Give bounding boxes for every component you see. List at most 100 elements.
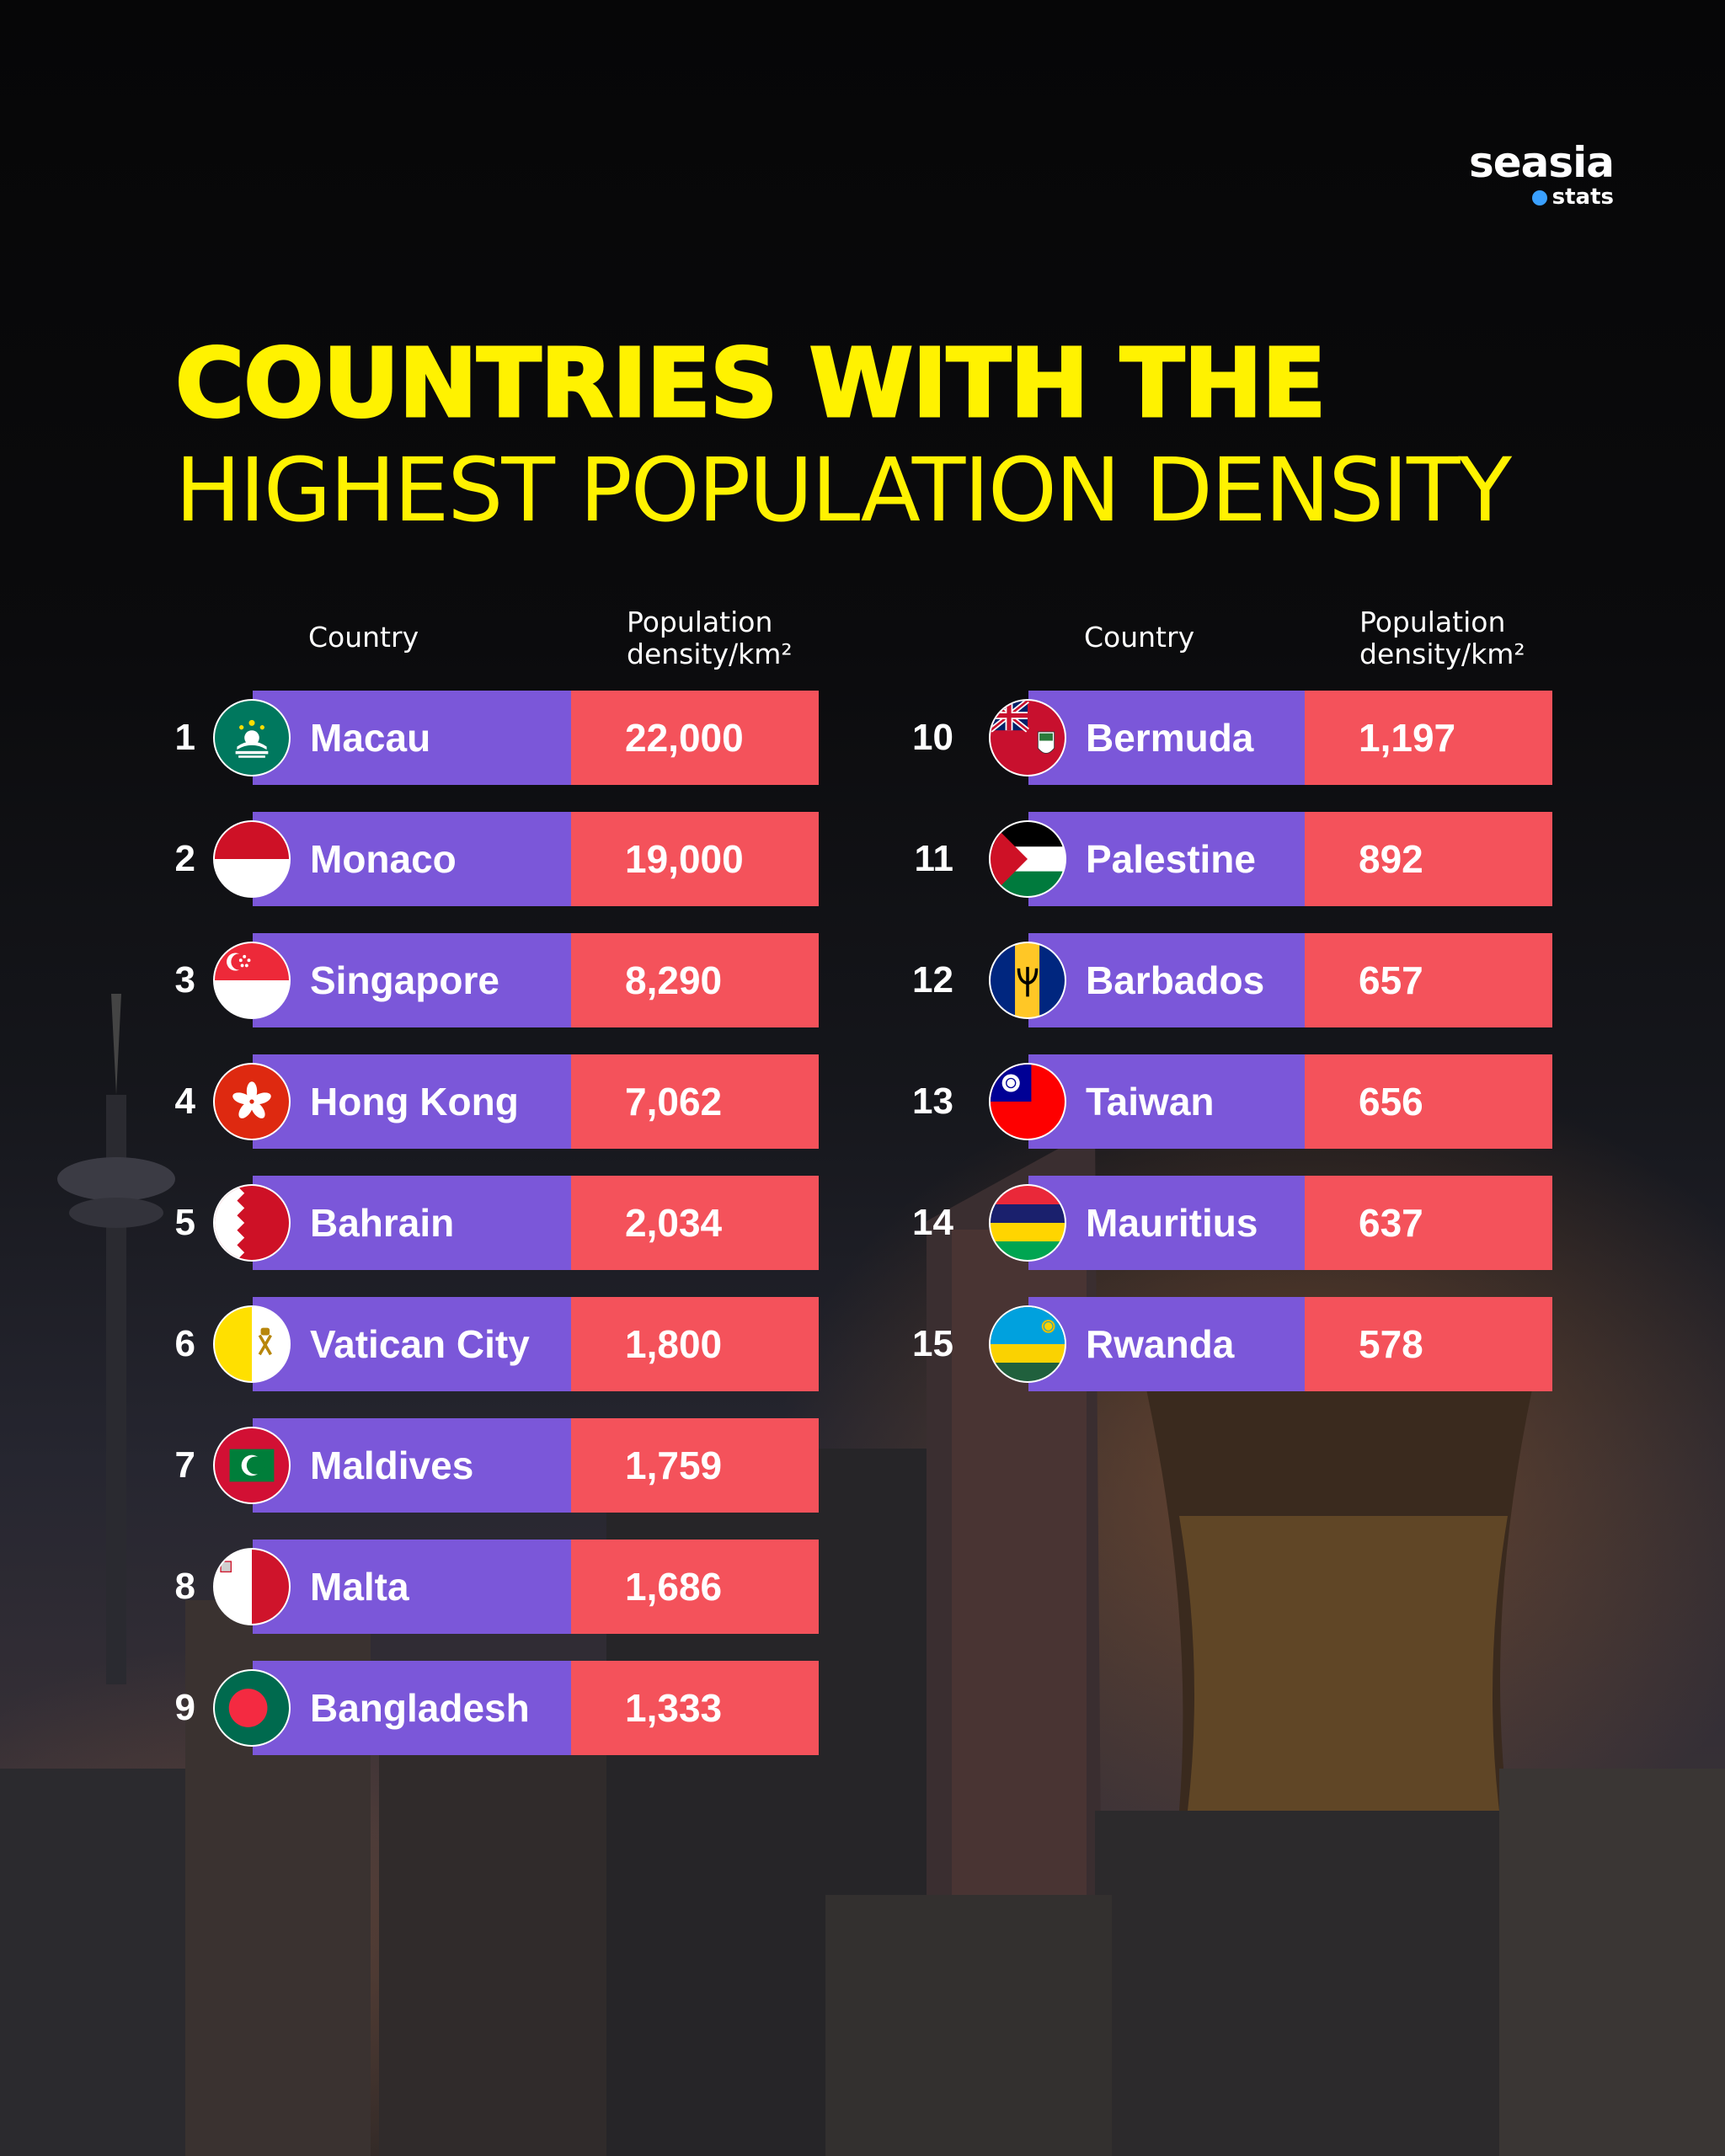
country-name: Malta	[310, 1565, 409, 1609]
country-cell: Bermuda	[1028, 691, 1305, 785]
country-cell: Hong Kong	[253, 1054, 571, 1149]
rank-number: 1	[174, 717, 195, 758]
density-value: 7,062	[625, 1080, 723, 1123]
country-cell: Vatican City	[253, 1297, 571, 1391]
density-value: 656	[1359, 1080, 1423, 1123]
density-value: 19,000	[625, 837, 744, 881]
macau-flag-icon	[213, 699, 291, 776]
density-value: 1,333	[625, 1686, 723, 1730]
country-name: Singapore	[310, 958, 499, 1002]
country-name: Taiwan	[1086, 1080, 1215, 1123]
country-cell: Singapore	[253, 933, 571, 1027]
rank-number: 6	[174, 1323, 195, 1364]
rank-number: 2	[174, 838, 195, 879]
table-row: 5 Bahrain 2,034	[0, 1176, 1725, 1270]
table-row: 15 Rwanda 578	[0, 1297, 1725, 1391]
country-cell: Monaco	[253, 812, 571, 906]
country-cell: Macau	[253, 691, 571, 785]
malta-flag-icon	[213, 1548, 291, 1625]
country-cell: Rwanda	[1028, 1297, 1305, 1391]
country-cell: Bangladesh	[253, 1661, 571, 1755]
singapore-flag-icon	[213, 942, 291, 1019]
density-value: 1,759	[625, 1444, 723, 1487]
rwanda-flag-icon	[989, 1305, 1066, 1383]
vatican-flag-icon	[213, 1305, 291, 1383]
bermuda-flag-icon	[989, 699, 1066, 776]
country-cell: Palestine	[1028, 812, 1305, 906]
density-value: 892	[1359, 837, 1423, 881]
rank-number: 9	[174, 1687, 195, 1728]
country-cell: Taiwan	[1028, 1054, 1305, 1149]
rank-number: 8	[174, 1566, 195, 1607]
country-cell: Bahrain	[253, 1176, 571, 1270]
table-row: 12 Barbados 657	[0, 933, 1725, 1027]
country-name: Vatican City	[310, 1322, 530, 1366]
rank-number: 12	[912, 959, 953, 1001]
table-row: 1 Macau 22,000	[0, 691, 1725, 785]
rank-number: 3	[174, 959, 195, 1001]
header-density-line2: density/km²	[1359, 638, 1525, 670]
table-row: 11 Palestine 892	[0, 812, 1725, 906]
brand-sub: stats	[1469, 185, 1614, 210]
density-value: 8,290	[625, 958, 723, 1002]
country-name: Monaco	[310, 837, 457, 881]
rank-number: 10	[912, 717, 953, 758]
density-value-cell: 892	[1305, 812, 1552, 906]
table-row: 14 Mauritius 637	[0, 1176, 1725, 1270]
density-value: 1,800	[625, 1322, 723, 1366]
rank-number: 15	[912, 1323, 953, 1364]
taiwan-flag-icon	[989, 1063, 1066, 1140]
density-value-cell: 1,759	[571, 1418, 819, 1513]
header-density-left: Population density/km²	[627, 606, 793, 670]
header-country-right: Country	[1084, 621, 1195, 654]
density-value-cell: 1,800	[571, 1297, 819, 1391]
country-cell: Mauritius	[1028, 1176, 1305, 1270]
country-name: Rwanda	[1086, 1322, 1235, 1366]
country-cell: Malta	[253, 1540, 571, 1634]
country-name: Maldives	[310, 1444, 474, 1487]
country-name: Bangladesh	[310, 1686, 530, 1730]
bahrain-flag-icon	[213, 1184, 291, 1262]
country-name: Mauritius	[1086, 1201, 1258, 1245]
country-cell: Maldives	[253, 1418, 571, 1513]
density-value-cell: 578	[1305, 1297, 1552, 1391]
maldives-flag-icon	[213, 1427, 291, 1504]
header-density-right: Population density/km²	[1359, 606, 1525, 670]
country-name: Macau	[310, 716, 431, 760]
table-row: 9 Bangladesh 1,333	[0, 1661, 1725, 1755]
country-name: Bermuda	[1086, 716, 1254, 760]
header-density-line2: density/km²	[627, 638, 793, 670]
table-row: 3 Singapore 8,290	[0, 933, 1725, 1027]
country-name: Bahrain	[310, 1201, 455, 1245]
title-line-1: COUNTRIES WITH THE	[174, 329, 1328, 439]
header-country-left: Country	[308, 621, 419, 654]
globe-dot-icon	[1531, 189, 1547, 205]
header-density-line1: Population	[627, 606, 773, 638]
density-value: 657	[1359, 958, 1423, 1002]
mauritius-flag-icon	[989, 1184, 1066, 1262]
density-value-cell: 656	[1305, 1054, 1552, 1149]
brand-logo: seasia stats	[1468, 138, 1615, 210]
density-value-cell: 1,686	[571, 1540, 819, 1634]
density-value: 22,000	[625, 716, 744, 760]
density-value-cell: 1,197	[1305, 691, 1552, 785]
density-value-cell: 637	[1305, 1176, 1552, 1270]
country-cell: Barbados	[1028, 933, 1305, 1027]
brand-sub-text: stats	[1551, 184, 1614, 210]
density-value: 2,034	[625, 1201, 723, 1245]
density-value-cell: 1,333	[571, 1661, 819, 1755]
rank-number: 7	[174, 1444, 195, 1486]
density-value-cell: 19,000	[571, 812, 819, 906]
brand-name: seasia	[1468, 138, 1615, 187]
table-row: 7 Maldives 1,759	[0, 1418, 1725, 1513]
density-value-cell: 8,290	[571, 933, 819, 1027]
table-row: 10 Bermuda 1,197	[0, 691, 1725, 785]
density-value-cell: 22,000	[571, 691, 819, 785]
country-name: Hong Kong	[310, 1080, 519, 1123]
country-name: Barbados	[1086, 958, 1265, 1002]
density-value: 637	[1359, 1201, 1423, 1245]
bangladesh-flag-icon	[213, 1669, 291, 1747]
density-value: 1,197	[1359, 716, 1456, 760]
density-value-cell: 7,062	[571, 1054, 819, 1149]
hong-kong-flag-icon	[213, 1063, 291, 1140]
